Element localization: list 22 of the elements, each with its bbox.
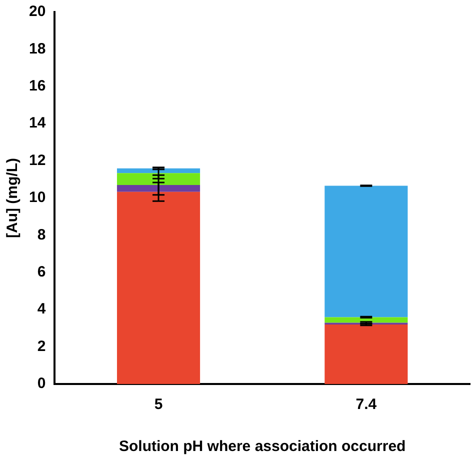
bar <box>116 168 200 174</box>
bar <box>324 186 408 318</box>
y-tick-label: 4 <box>37 300 46 318</box>
y-tick-label: 20 <box>28 3 46 20</box>
y-tick-label: 10 <box>28 189 46 206</box>
y-tick-label: 16 <box>28 78 46 95</box>
y-tick-label: 18 <box>28 40 46 58</box>
x-axis-title: Solution pH where association occurred <box>118 438 406 456</box>
x-tick-label: 5 <box>154 396 163 414</box>
y-tick-label: 6 <box>37 264 46 281</box>
bar <box>324 317 408 323</box>
bar <box>116 173 200 185</box>
bar <box>116 192 200 384</box>
y-tick-label: 12 <box>28 152 46 169</box>
y-tick-label: 8 <box>37 226 46 244</box>
y-tick-label: 14 <box>28 114 46 132</box>
bar <box>324 324 408 384</box>
bar <box>116 184 200 192</box>
x-tick-label: 7.4 <box>356 396 378 414</box>
y-tick-label: 2 <box>37 338 46 355</box>
y-tick-label: 0 <box>37 375 46 392</box>
y-axis-title: [Au] (mg/L) <box>4 158 22 238</box>
